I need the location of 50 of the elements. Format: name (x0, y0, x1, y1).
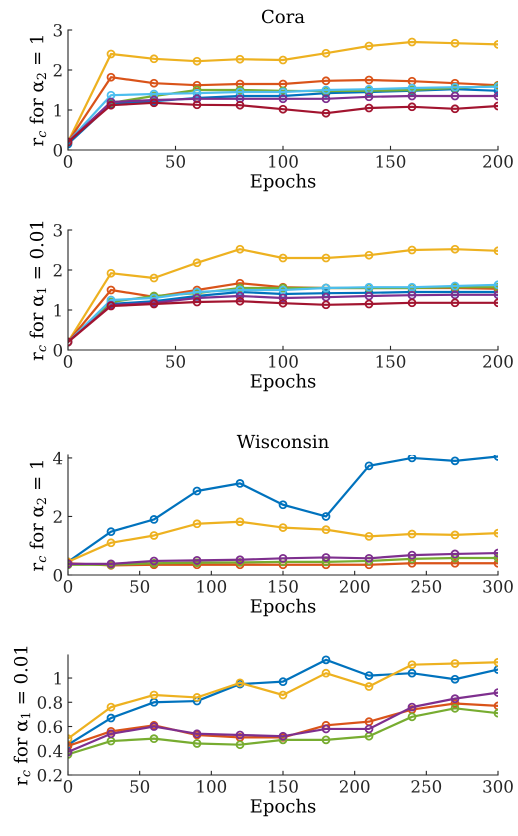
y-tick-label: 0.2 (38, 768, 62, 782)
y-tick-label: 3 (54, 224, 62, 237)
x-axis-title: Epochs (250, 598, 316, 616)
x-tick-label: 150 (376, 355, 406, 368)
x-axis-title: Epochs (250, 798, 316, 816)
x-tick-label: 50 (130, 580, 150, 593)
x-tick-label: 100 (197, 780, 226, 793)
x-tick-label: 50 (130, 780, 150, 793)
x-tick-label: 150 (269, 580, 298, 593)
y-axis-title: r$_{c}$ for α$_{1}$ = 0.01 (14, 646, 30, 786)
x-axis-title: Epochs (250, 374, 316, 392)
chart-title: Wisconsin (236, 434, 329, 448)
y-tick-label: 2 (54, 64, 62, 76)
y-tick-label: 0 (54, 344, 62, 357)
y-tick-label: 2 (54, 264, 62, 276)
x-tick-label: 250 (412, 580, 442, 593)
y-tick-label: 0.8 (38, 696, 62, 709)
x-tick-label: 250 (412, 780, 442, 793)
x-tick-label: 100 (197, 580, 226, 593)
y-tick-label: 3 (54, 24, 62, 37)
y-axis-title: r$_{c}$ for α$_{1}$ = 0.01 (30, 222, 46, 360)
y-tick-label: 1 (54, 104, 61, 116)
y-axis-title: r$_{c}$ for α$_{2}$ = 1 (30, 36, 46, 146)
x-tick-label: 50 (166, 355, 185, 368)
y-tick-label: 0 (54, 144, 62, 157)
x-tick-label: 0 (64, 780, 72, 793)
x-tick-label: 150 (376, 155, 406, 168)
x-tick-label: 0 (64, 155, 72, 168)
x-axis-title: Epochs (250, 174, 316, 192)
y-axis-title: r$_{c}$ for α$_{2}$ = 1 (30, 461, 46, 571)
x-tick-label: 150 (269, 780, 298, 793)
x-tick-label: 200 (483, 155, 513, 168)
y-tick-label: 0 (54, 568, 62, 582)
x-tick-label: 100 (269, 155, 298, 168)
x-tick-label: 300 (483, 580, 513, 593)
y-tick-label: 1 (54, 304, 61, 316)
x-tick-label: 100 (269, 355, 298, 368)
x-tick-label: 50 (166, 155, 185, 168)
y-tick-label: 0.4 (38, 744, 62, 758)
x-tick-label: 0 (64, 355, 72, 368)
chart-title: Cora (262, 10, 305, 24)
x-tick-label: 200 (340, 780, 370, 793)
y-tick-label: 0.6 (38, 720, 62, 734)
y-tick-label: 4 (53, 452, 62, 464)
x-tick-label: 200 (483, 355, 513, 368)
x-tick-label: 300 (483, 780, 513, 793)
y-tick-label: 2 (54, 510, 62, 523)
x-tick-label: 0 (64, 580, 72, 593)
y-tick-label: 1 (54, 672, 61, 684)
x-tick-label: 200 (340, 580, 370, 593)
